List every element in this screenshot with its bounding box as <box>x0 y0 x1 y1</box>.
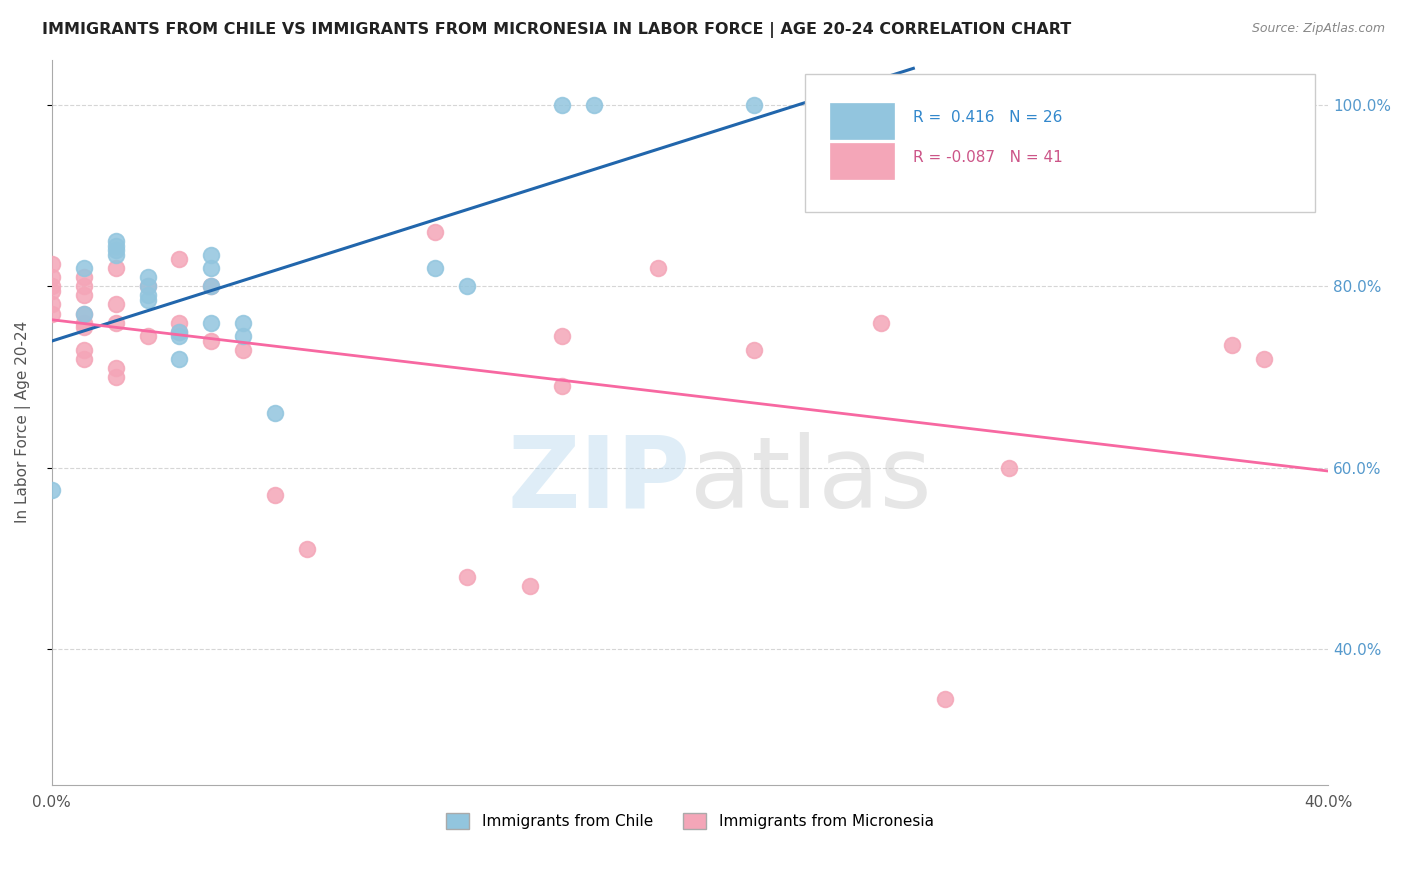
Point <box>169 325 191 339</box>
Point <box>73 270 96 285</box>
Point <box>456 569 478 583</box>
Point <box>264 406 287 420</box>
Point <box>136 329 159 343</box>
Point <box>41 284 63 298</box>
Point <box>647 261 669 276</box>
Point <box>73 320 96 334</box>
Point <box>998 460 1021 475</box>
Point <box>73 343 96 357</box>
Point <box>136 270 159 285</box>
Point <box>73 351 96 366</box>
Text: atlas: atlas <box>690 432 932 529</box>
Point <box>583 98 606 112</box>
Point <box>742 98 765 112</box>
Point <box>264 488 287 502</box>
Point <box>136 279 159 293</box>
Point <box>73 288 96 302</box>
Point <box>456 279 478 293</box>
Legend: Immigrants from Chile, Immigrants from Micronesia: Immigrants from Chile, Immigrants from M… <box>440 807 939 836</box>
Point <box>870 316 893 330</box>
Point <box>200 334 222 348</box>
Point <box>551 98 574 112</box>
Point <box>41 257 63 271</box>
Point <box>136 288 159 302</box>
Point <box>423 261 446 276</box>
Point <box>551 379 574 393</box>
Point <box>232 343 254 357</box>
Text: R =  0.416   N = 26: R = 0.416 N = 26 <box>914 110 1063 125</box>
Point <box>73 261 96 276</box>
Point <box>104 238 127 252</box>
Point <box>1222 338 1244 352</box>
Point <box>169 351 191 366</box>
Point <box>104 370 127 384</box>
Y-axis label: In Labor Force | Age 20-24: In Labor Force | Age 20-24 <box>15 321 31 524</box>
Point <box>934 692 956 706</box>
Point <box>200 279 222 293</box>
Point <box>232 329 254 343</box>
Text: Source: ZipAtlas.com: Source: ZipAtlas.com <box>1251 22 1385 36</box>
Point <box>295 542 318 557</box>
Point <box>73 306 96 320</box>
Text: IMMIGRANTS FROM CHILE VS IMMIGRANTS FROM MICRONESIA IN LABOR FORCE | AGE 20-24 C: IMMIGRANTS FROM CHILE VS IMMIGRANTS FROM… <box>42 22 1071 38</box>
Point <box>41 306 63 320</box>
Point <box>232 316 254 330</box>
Point <box>41 270 63 285</box>
FancyBboxPatch shape <box>804 74 1316 212</box>
Point <box>104 234 127 248</box>
Point <box>41 297 63 311</box>
Point <box>136 293 159 307</box>
Point <box>104 316 127 330</box>
Point <box>136 279 159 293</box>
FancyBboxPatch shape <box>831 143 894 179</box>
Point <box>104 261 127 276</box>
Point <box>169 325 191 339</box>
Point <box>169 316 191 330</box>
Point <box>551 329 574 343</box>
Text: R = -0.087   N = 41: R = -0.087 N = 41 <box>914 150 1063 165</box>
FancyBboxPatch shape <box>831 103 894 139</box>
Point <box>423 225 446 239</box>
Point <box>73 279 96 293</box>
Point <box>169 329 191 343</box>
Point <box>200 247 222 261</box>
Point <box>73 306 96 320</box>
Point <box>200 316 222 330</box>
Point <box>1253 351 1275 366</box>
Point <box>73 316 96 330</box>
Text: ZIP: ZIP <box>508 432 690 529</box>
Point <box>104 243 127 257</box>
Point <box>742 343 765 357</box>
Point <box>169 252 191 266</box>
Point <box>41 279 63 293</box>
Point <box>519 578 541 592</box>
Point <box>41 483 63 498</box>
Point <box>104 360 127 375</box>
Point <box>200 261 222 276</box>
Point <box>104 247 127 261</box>
Point <box>200 279 222 293</box>
Point <box>104 297 127 311</box>
